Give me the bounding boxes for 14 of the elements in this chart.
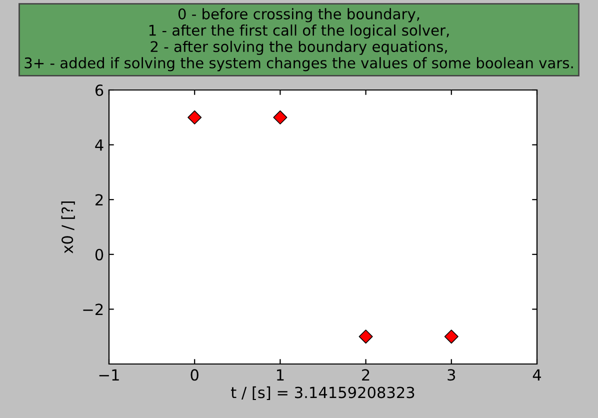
y-tick-label: 2: [96, 194, 103, 206]
y-tick-label: 4: [95, 139, 104, 151]
y-axis-title: x0 / [?]: [61, 201, 75, 254]
y-tick-label: 6: [95, 84, 104, 96]
x-tick-label: −1: [99, 369, 119, 380]
x-tick-label: 2: [362, 369, 370, 380]
x-axis-title: t / [s] = 3.14159208323: [231, 386, 414, 400]
y-tick-label: −2: [83, 304, 103, 316]
x-tick-label: 4: [532, 369, 542, 380]
x-tick-label: 3: [448, 369, 456, 381]
x-tick-label: 0: [190, 369, 198, 381]
chart-title: 0 - before crossing the boundary, 1 - after the first call of the logical solver, 2 - after solving the boundary equations, 3+ - added if solving the system changes the values of some boolean vars.: [24, 8, 573, 72]
y-tick-label: 0: [95, 248, 104, 260]
x-tick-label: 1: [277, 369, 284, 380]
